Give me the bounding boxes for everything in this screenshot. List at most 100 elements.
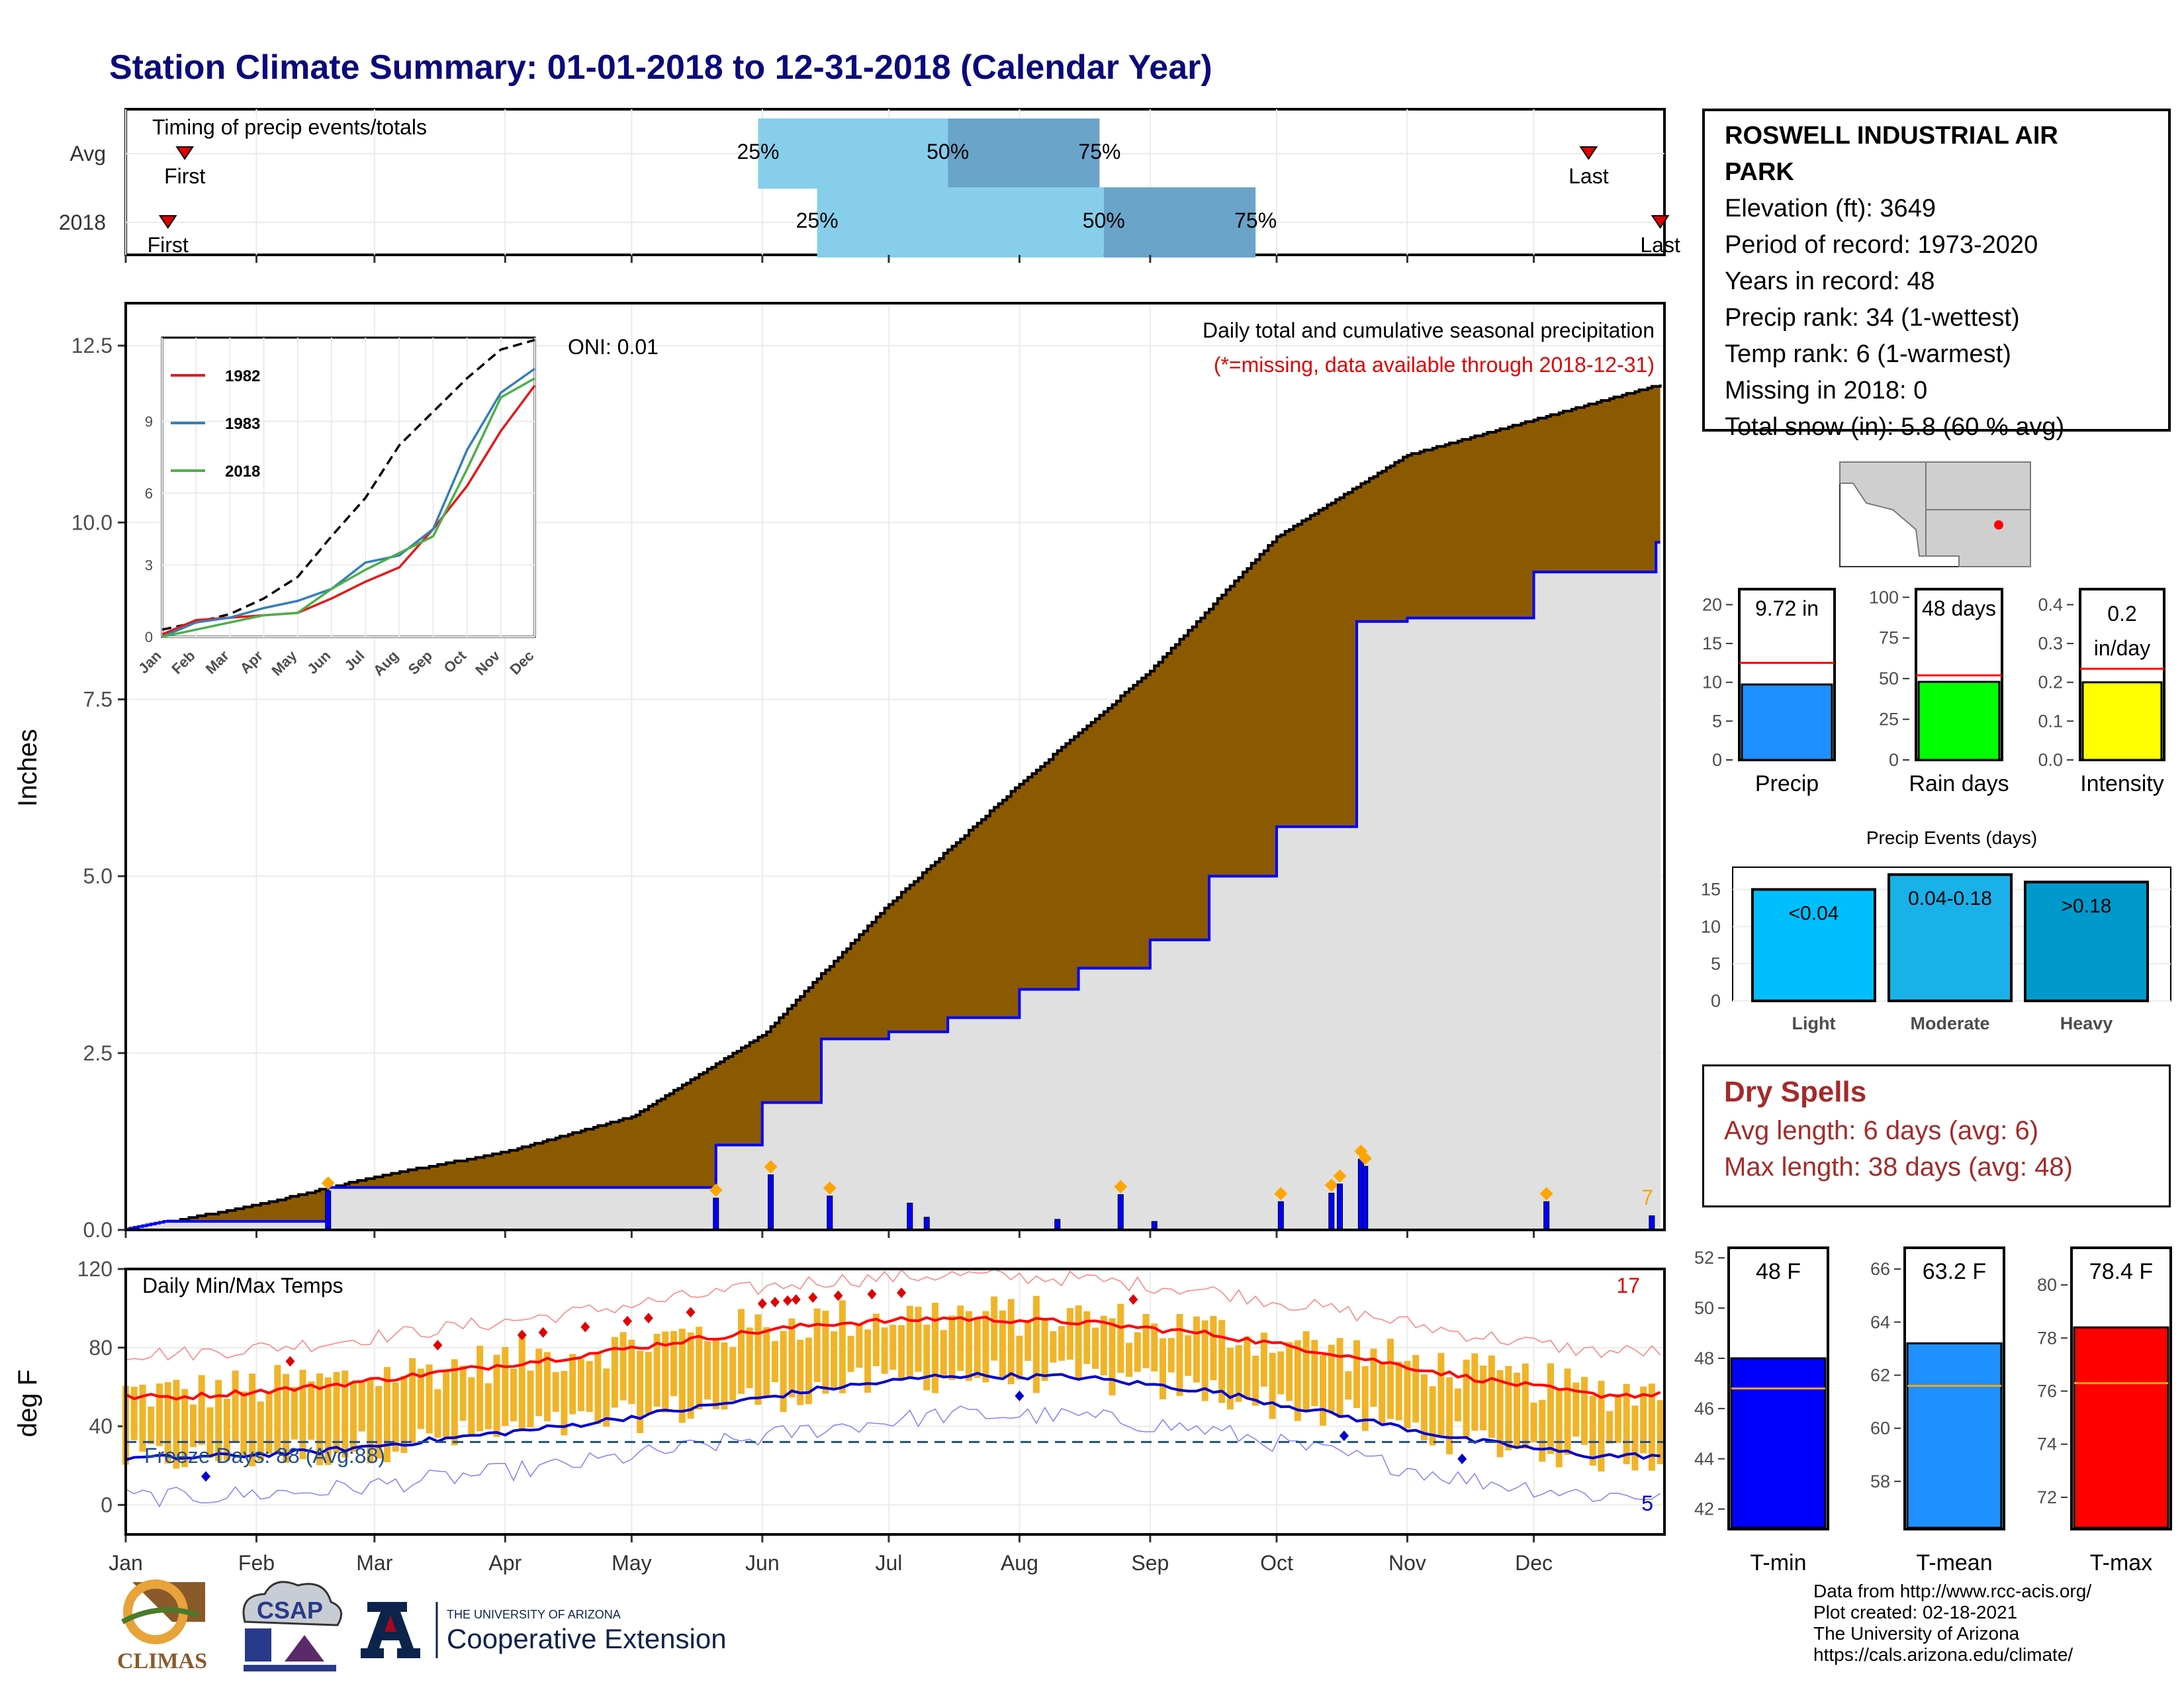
daily-temp-bar: [603, 1368, 610, 1427]
month-label: Nov: [1388, 1551, 1426, 1575]
daily-temp-bar: [1353, 1340, 1360, 1409]
freeze-days-label: Freeze Days: 88 (Avg:88): [144, 1444, 385, 1468]
station-name-line2: PARK: [1725, 158, 1794, 186]
daily-temp-bar: [932, 1303, 939, 1393]
daily-temp-bar: [274, 1365, 281, 1455]
csap-logo-mark: CSAP: [242, 1581, 343, 1671]
daily-temp-bar: [468, 1377, 475, 1436]
precip-events-chart: Precip Events (days) 0 5 10 15 <0.04 Light 0.04…: [1701, 827, 2171, 1033]
temp-gauge-value: 63.2 F: [1923, 1259, 1986, 1284]
daily-temp-bar: [1320, 1355, 1327, 1426]
daily-temp-bar: [923, 1325, 931, 1391]
daily-precip-bar: [1117, 1194, 1124, 1231]
timing-pct-label: 25%: [796, 209, 839, 232]
daily-temp-bar: [1429, 1386, 1436, 1446]
gauge-ytick-label: 5: [1712, 711, 1722, 731]
daily-temp-bar: [864, 1329, 872, 1393]
gauge-ytick-label: 0.3: [2038, 633, 2063, 653]
daily-temp-bar: [543, 1352, 551, 1421]
daily-temp-bar: [881, 1327, 888, 1374]
daily-temp-bar: [1614, 1394, 1621, 1443]
avg-cumulative-line: [126, 384, 1662, 1231]
daily-temp-bar: [1058, 1326, 1066, 1361]
footer-credits: Data from http://www.rcc-acis.org/ Plot …: [1813, 1581, 2091, 1665]
temp-gauge-bar: [2073, 1326, 2169, 1529]
observed-cumulative-area: [126, 542, 1661, 1230]
temp-panel: 0 40 80 120 Daily Min/Max Temps Freeze Days: …: [13, 1257, 1666, 1575]
temp-gauge-label: T-mean: [1916, 1550, 1992, 1575]
record-high-marker: [1128, 1294, 1138, 1305]
daily-precip-bar: [1328, 1192, 1335, 1231]
daily-precip-bar: [713, 1197, 719, 1231]
temp-gauge-label: T-max: [2090, 1550, 2152, 1575]
station-location-marker: [1994, 520, 2003, 530]
precip-panel-title: Daily total and cumulative seasonal prec…: [1203, 318, 1655, 342]
event-bar-heavy: [2024, 880, 2149, 1003]
observed-cumulative-line: [124, 541, 1661, 1231]
daily-temp-bar: [139, 1384, 146, 1452]
daily-temp-bar: [729, 1346, 737, 1401]
daily-temp-bar: [434, 1389, 441, 1438]
heavy-event-marker: [321, 1176, 335, 1190]
gauge-ytick-label: 50: [1879, 669, 1899, 688]
daily-temp-bar: [1142, 1313, 1150, 1368]
daily-temp-bar: [1395, 1361, 1402, 1421]
daily-temp-bar: [1488, 1355, 1495, 1438]
daily-temp-bar: [1648, 1383, 1655, 1471]
csap-logo: CSAP: [232, 1575, 347, 1675]
record-low-marker: [1015, 1390, 1024, 1401]
daily-temp-bar: [1471, 1353, 1479, 1431]
temp-gauge-ytick-label: 50: [1694, 1298, 1714, 1318]
daily-temp-bar: [1345, 1371, 1352, 1400]
dry-spells-title: Dry Spells: [1724, 1076, 1867, 1108]
record-low-marker: [1339, 1430, 1349, 1442]
daily-temp-bar: [1547, 1363, 1555, 1454]
daily-temp-bar: [594, 1352, 602, 1425]
month-label: Dec: [1515, 1551, 1553, 1575]
temp-gauge-label: T-min: [1751, 1550, 1807, 1575]
daily-temp-bar: [1370, 1348, 1377, 1407]
station-info-panel: ROSWELL INDUSTRIAL AIR PARK Elevation (f…: [1702, 109, 2171, 441]
ua-small-text: THE UNIVERSITY OF ARIZONA: [447, 1608, 621, 1621]
temp-gauge-ytick-label: 64: [1870, 1312, 1890, 1332]
daily-temp-bar: [831, 1331, 838, 1389]
daily-temp-bar: [477, 1345, 484, 1432]
daily-temp-bar: [999, 1310, 1006, 1380]
daily-temp-bar: [670, 1331, 678, 1397]
precip-ytick-label: 7.5: [83, 687, 113, 711]
first-marker: [175, 146, 195, 160]
dry-spells-max: Max length: 38 days (avg: 48): [1724, 1152, 2073, 1182]
record-high-marker: [808, 1292, 818, 1303]
precip-gauges: 0 5 10 15 20 Precip 9.72 in 0 25 50 75 100 Rain days…: [1702, 587, 2165, 796]
daily-temp-bar: [1564, 1368, 1571, 1455]
daily-temp-bar: [965, 1311, 972, 1382]
daily-temp-bar: [383, 1367, 390, 1462]
station-name-line1: ROSWELL INDUSTRIAL AIR: [1725, 122, 2058, 150]
daily-temp-bar: [1589, 1395, 1596, 1466]
daily-temp-bar: [839, 1300, 846, 1393]
daily-temp-bar: [1159, 1338, 1166, 1399]
daily-temp-bar: [1117, 1303, 1124, 1373]
daily-temp-bar: [611, 1336, 618, 1408]
heavy-event-marker: [1539, 1187, 1553, 1201]
climas-logo: CLIMAS: [106, 1575, 218, 1675]
daily-temp-bar: [148, 1406, 155, 1444]
daily-temp-bar: [1539, 1399, 1546, 1462]
daily-temp-bar: [409, 1358, 416, 1443]
precip-ylabel: Inches: [13, 729, 42, 807]
timing-bar-50-75: [948, 118, 1100, 189]
missing-count-label: 7: [1641, 1186, 1653, 1209]
rain_days-gauge-value: 48 days: [1922, 596, 1996, 620]
ua-big-text: Cooperative Extension: [447, 1623, 727, 1654]
inset-legend-label: 1982: [225, 367, 260, 385]
daily-temp-bar: [1185, 1335, 1192, 1376]
daily-temp-bar: [637, 1350, 644, 1434]
record-high-marker: [517, 1329, 527, 1340]
daily-temp-bar: [797, 1339, 804, 1405]
daily-temp-bar: [358, 1380, 365, 1432]
daily-temp-bar: [1420, 1374, 1428, 1440]
gauge-ytick-label: 75: [1879, 628, 1899, 648]
temp-gauge-ytick-label: 58: [1870, 1472, 1890, 1491]
daily-temp-bar: [1522, 1363, 1529, 1449]
daily-temp-bar: [974, 1317, 981, 1378]
